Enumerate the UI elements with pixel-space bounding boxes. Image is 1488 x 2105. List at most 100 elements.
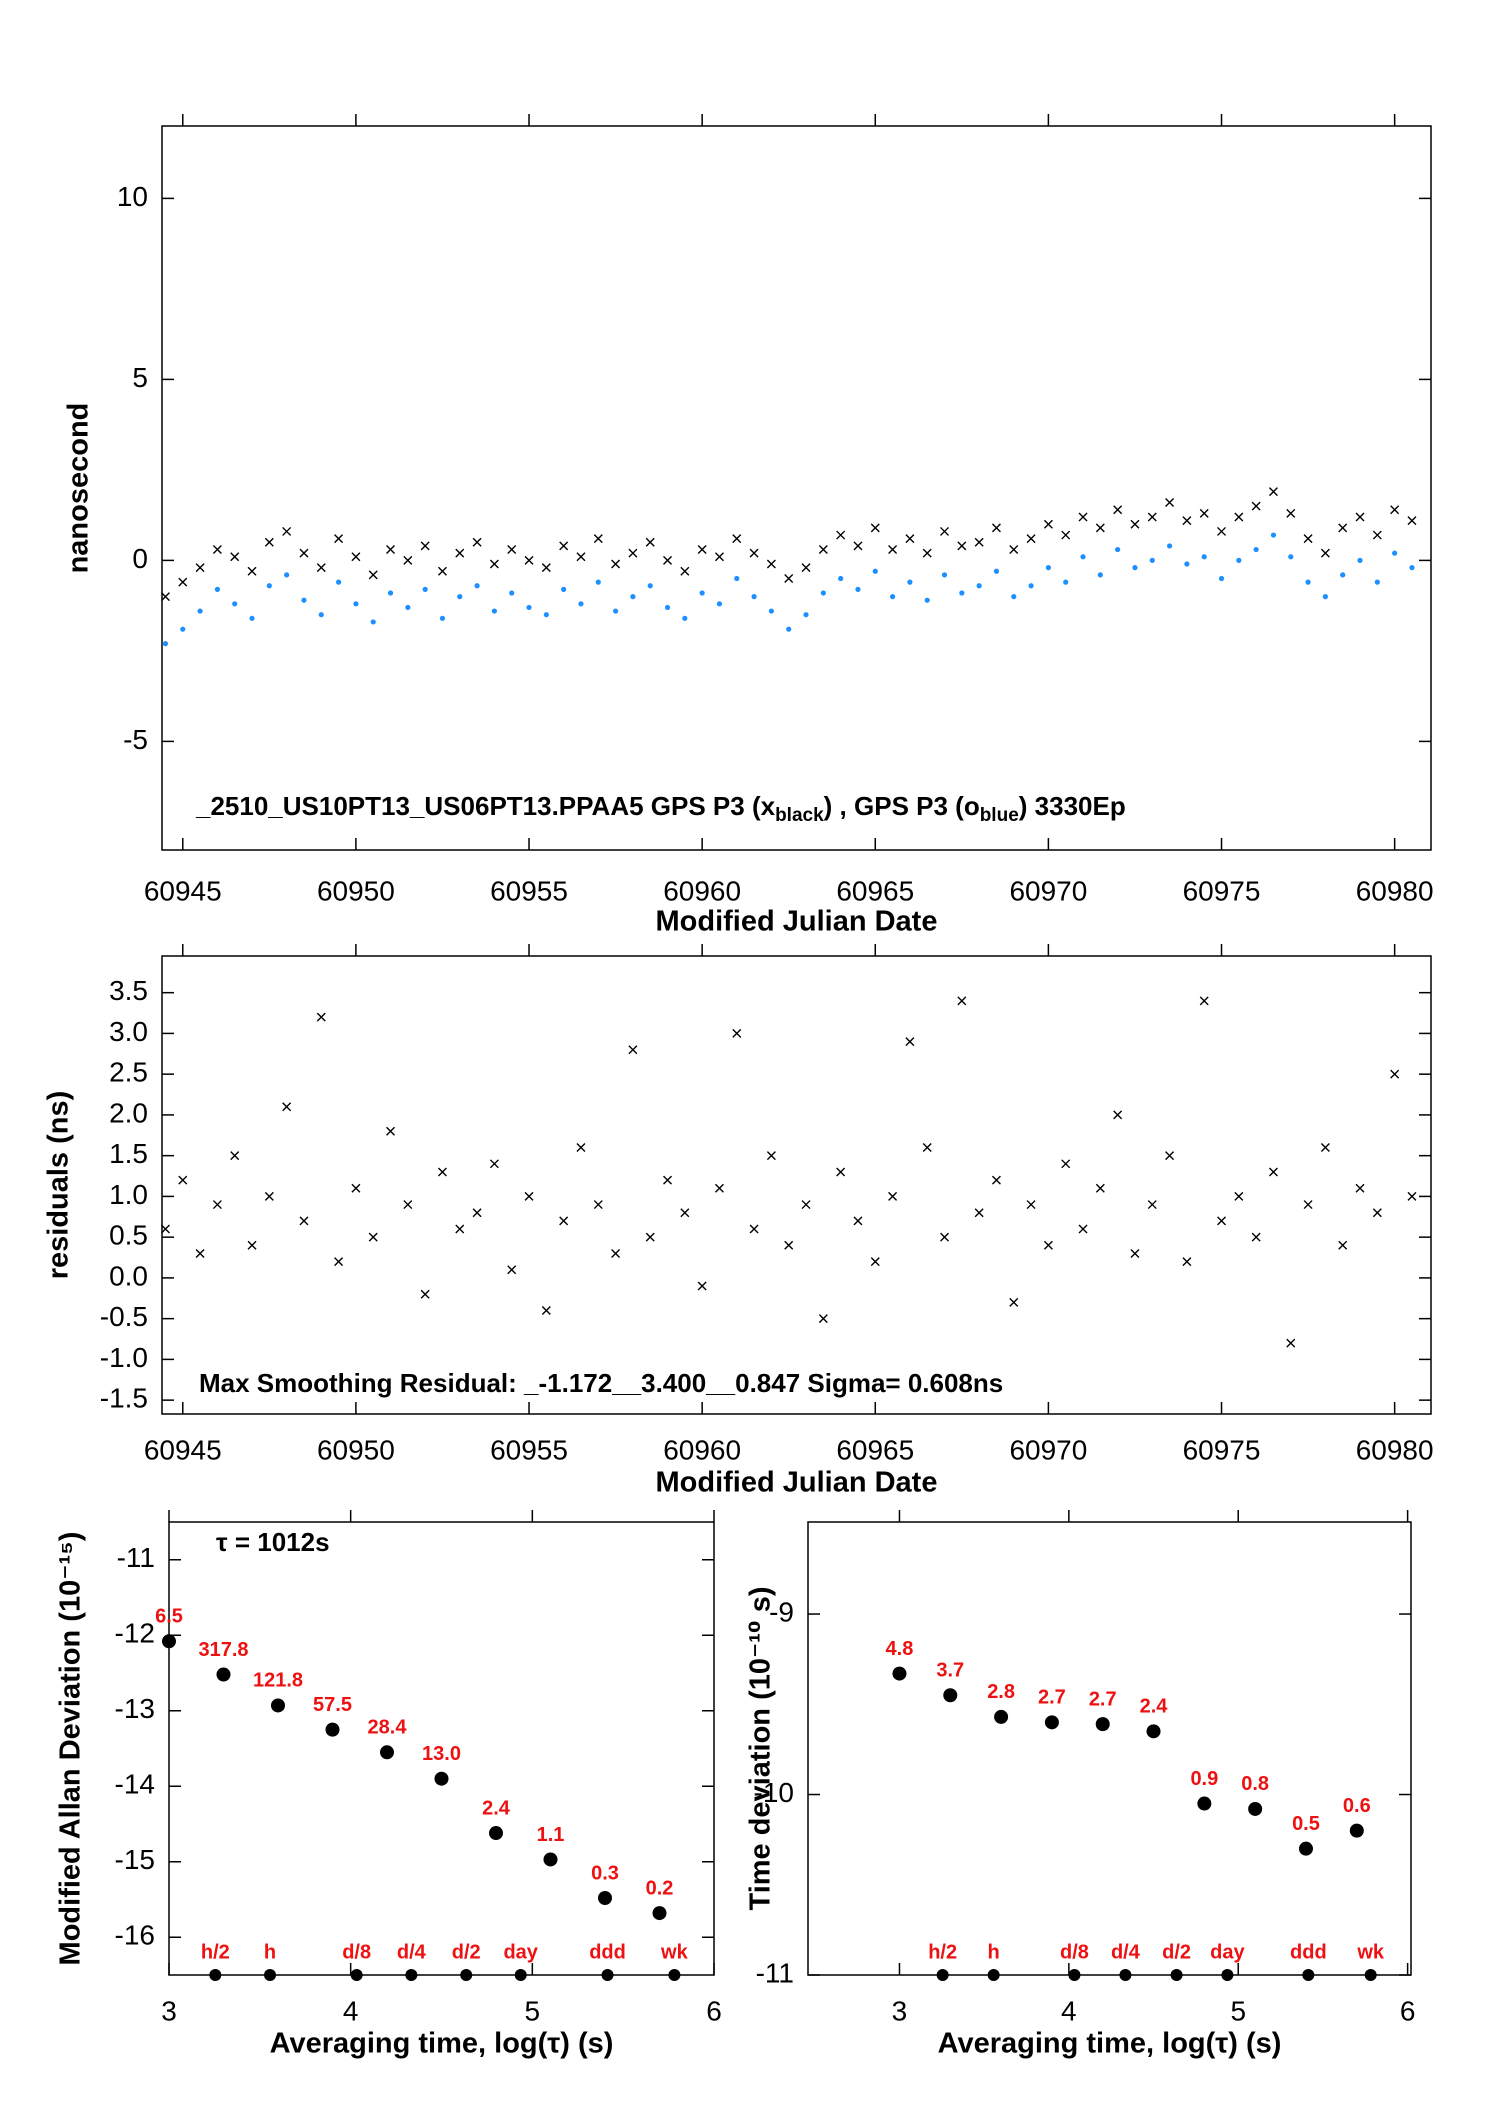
dot-point <box>907 579 913 585</box>
x-point <box>905 1037 915 1047</box>
y-tick-label: 10 <box>117 181 148 212</box>
point-label: 13.0 <box>422 1743 461 1765</box>
deviation-point <box>1197 1796 1212 1811</box>
deviation-point <box>652 1906 667 1921</box>
time-marker-label: d/2 <box>1162 1941 1191 1963</box>
time-marker-label: d/8 <box>1060 1941 1089 1963</box>
point-label: 0.2 <box>646 1877 674 1899</box>
x-point <box>1061 530 1071 540</box>
time-marker-label: wk <box>660 1941 689 1963</box>
y-tick-label: -16 <box>115 1920 155 1951</box>
x-point <box>732 534 742 544</box>
deviation-point <box>1298 1841 1313 1856</box>
dot-point <box>1149 557 1155 564</box>
x-point <box>628 548 638 558</box>
x-tick-label: 60955 <box>490 875 568 906</box>
x-point <box>1303 534 1313 544</box>
x-point <box>749 1224 759 1234</box>
x-tick-label: 60980 <box>1356 1434 1434 1465</box>
time-marker <box>601 1969 614 1981</box>
x-point <box>299 548 309 558</box>
x-point <box>1199 508 1209 518</box>
x-point <box>264 1191 274 1201</box>
time-marker-label: day <box>1210 1941 1245 1963</box>
dot-point <box>1028 583 1034 589</box>
x-point <box>818 545 828 555</box>
time-marker <box>209 1969 222 1981</box>
x-tick-label: 4 <box>1061 1995 1077 2026</box>
x-point <box>905 534 915 544</box>
dot-point <box>924 597 930 603</box>
x-point <box>957 996 967 1006</box>
y-tick-label: 3.5 <box>109 975 148 1006</box>
x-point <box>455 1224 465 1234</box>
x-point <box>714 1183 724 1193</box>
x-tick-label: 60975 <box>1183 875 1261 906</box>
x-point <box>732 1028 742 1038</box>
time-marker-label: day <box>503 1941 538 1963</box>
deviation-point <box>892 1666 907 1681</box>
dot-point <box>353 601 359 607</box>
x-point <box>351 1183 361 1193</box>
x-point <box>472 537 482 547</box>
dot-point <box>1357 557 1363 564</box>
y-axis-label: residuals (ns) <box>43 1091 75 1280</box>
point-label: 2.8 <box>987 1681 1015 1703</box>
point-label: 121.8 <box>253 1670 303 1692</box>
x-point <box>801 1200 811 1210</box>
dot-point <box>561 586 567 592</box>
plot-frame <box>161 125 1432 851</box>
dot-point <box>1184 561 1190 567</box>
x-point <box>1130 519 1140 529</box>
x-tick-label: 3 <box>892 1995 908 2026</box>
x-point <box>1390 1069 1400 1079</box>
point-label: 6.5 <box>155 1606 183 1628</box>
time-marker <box>460 1969 473 1981</box>
point-label: 28.4 <box>368 1717 408 1739</box>
x-point <box>888 1191 898 1201</box>
time-marker <box>936 1969 949 1981</box>
dot-point <box>457 594 463 600</box>
dot-point <box>1115 546 1121 553</box>
x-point <box>611 559 621 569</box>
dot-point <box>197 608 203 614</box>
time-marker-label: ddd <box>1290 1941 1327 1963</box>
x-tick-label: 6 <box>706 1995 722 2026</box>
x-tick-label: 4 <box>343 1995 359 2026</box>
x-point <box>282 1102 292 1112</box>
x-point <box>1113 1110 1123 1120</box>
deviation-point <box>271 1698 285 1713</box>
x-point <box>212 545 222 555</box>
x-tick-label: 60950 <box>317 1434 395 1465</box>
point-label: 0.8 <box>1241 1773 1269 1795</box>
x-point <box>697 545 707 555</box>
time-marker <box>668 1969 681 1981</box>
x-point <box>801 563 811 573</box>
x-axis-label: Modified Julian Date <box>656 906 938 938</box>
x-point <box>870 1257 880 1267</box>
dot-point <box>387 590 394 596</box>
deviation-point <box>543 1852 558 1867</box>
x-point <box>264 537 274 547</box>
dot-point <box>1218 575 1225 582</box>
annotation: _2510_US10PT13_US06PT13.PPAA5 GPS P3 (xb… <box>195 791 1126 826</box>
deviation-point <box>162 1634 176 1649</box>
x-point <box>524 555 534 565</box>
dot-point <box>1253 546 1259 553</box>
dot-point <box>838 575 844 582</box>
x-point <box>1113 505 1123 515</box>
y-tick-label: 5 <box>132 362 148 393</box>
plot-frame <box>168 1521 715 1976</box>
dot-point <box>249 615 255 621</box>
x-point <box>1286 1338 1296 1348</box>
dot-point <box>370 619 376 625</box>
y-tick-label: -14 <box>115 1769 155 1800</box>
x-point <box>1268 487 1278 497</box>
y-tick-label: 0 <box>132 543 148 574</box>
deviation-point <box>1349 1823 1364 1838</box>
time-marker <box>1068 1969 1081 1981</box>
deviation-point <box>1044 1715 1059 1730</box>
dot-point <box>612 608 619 614</box>
y-tick-label: 0.0 <box>109 1260 148 1291</box>
dot-point <box>1236 557 1242 564</box>
